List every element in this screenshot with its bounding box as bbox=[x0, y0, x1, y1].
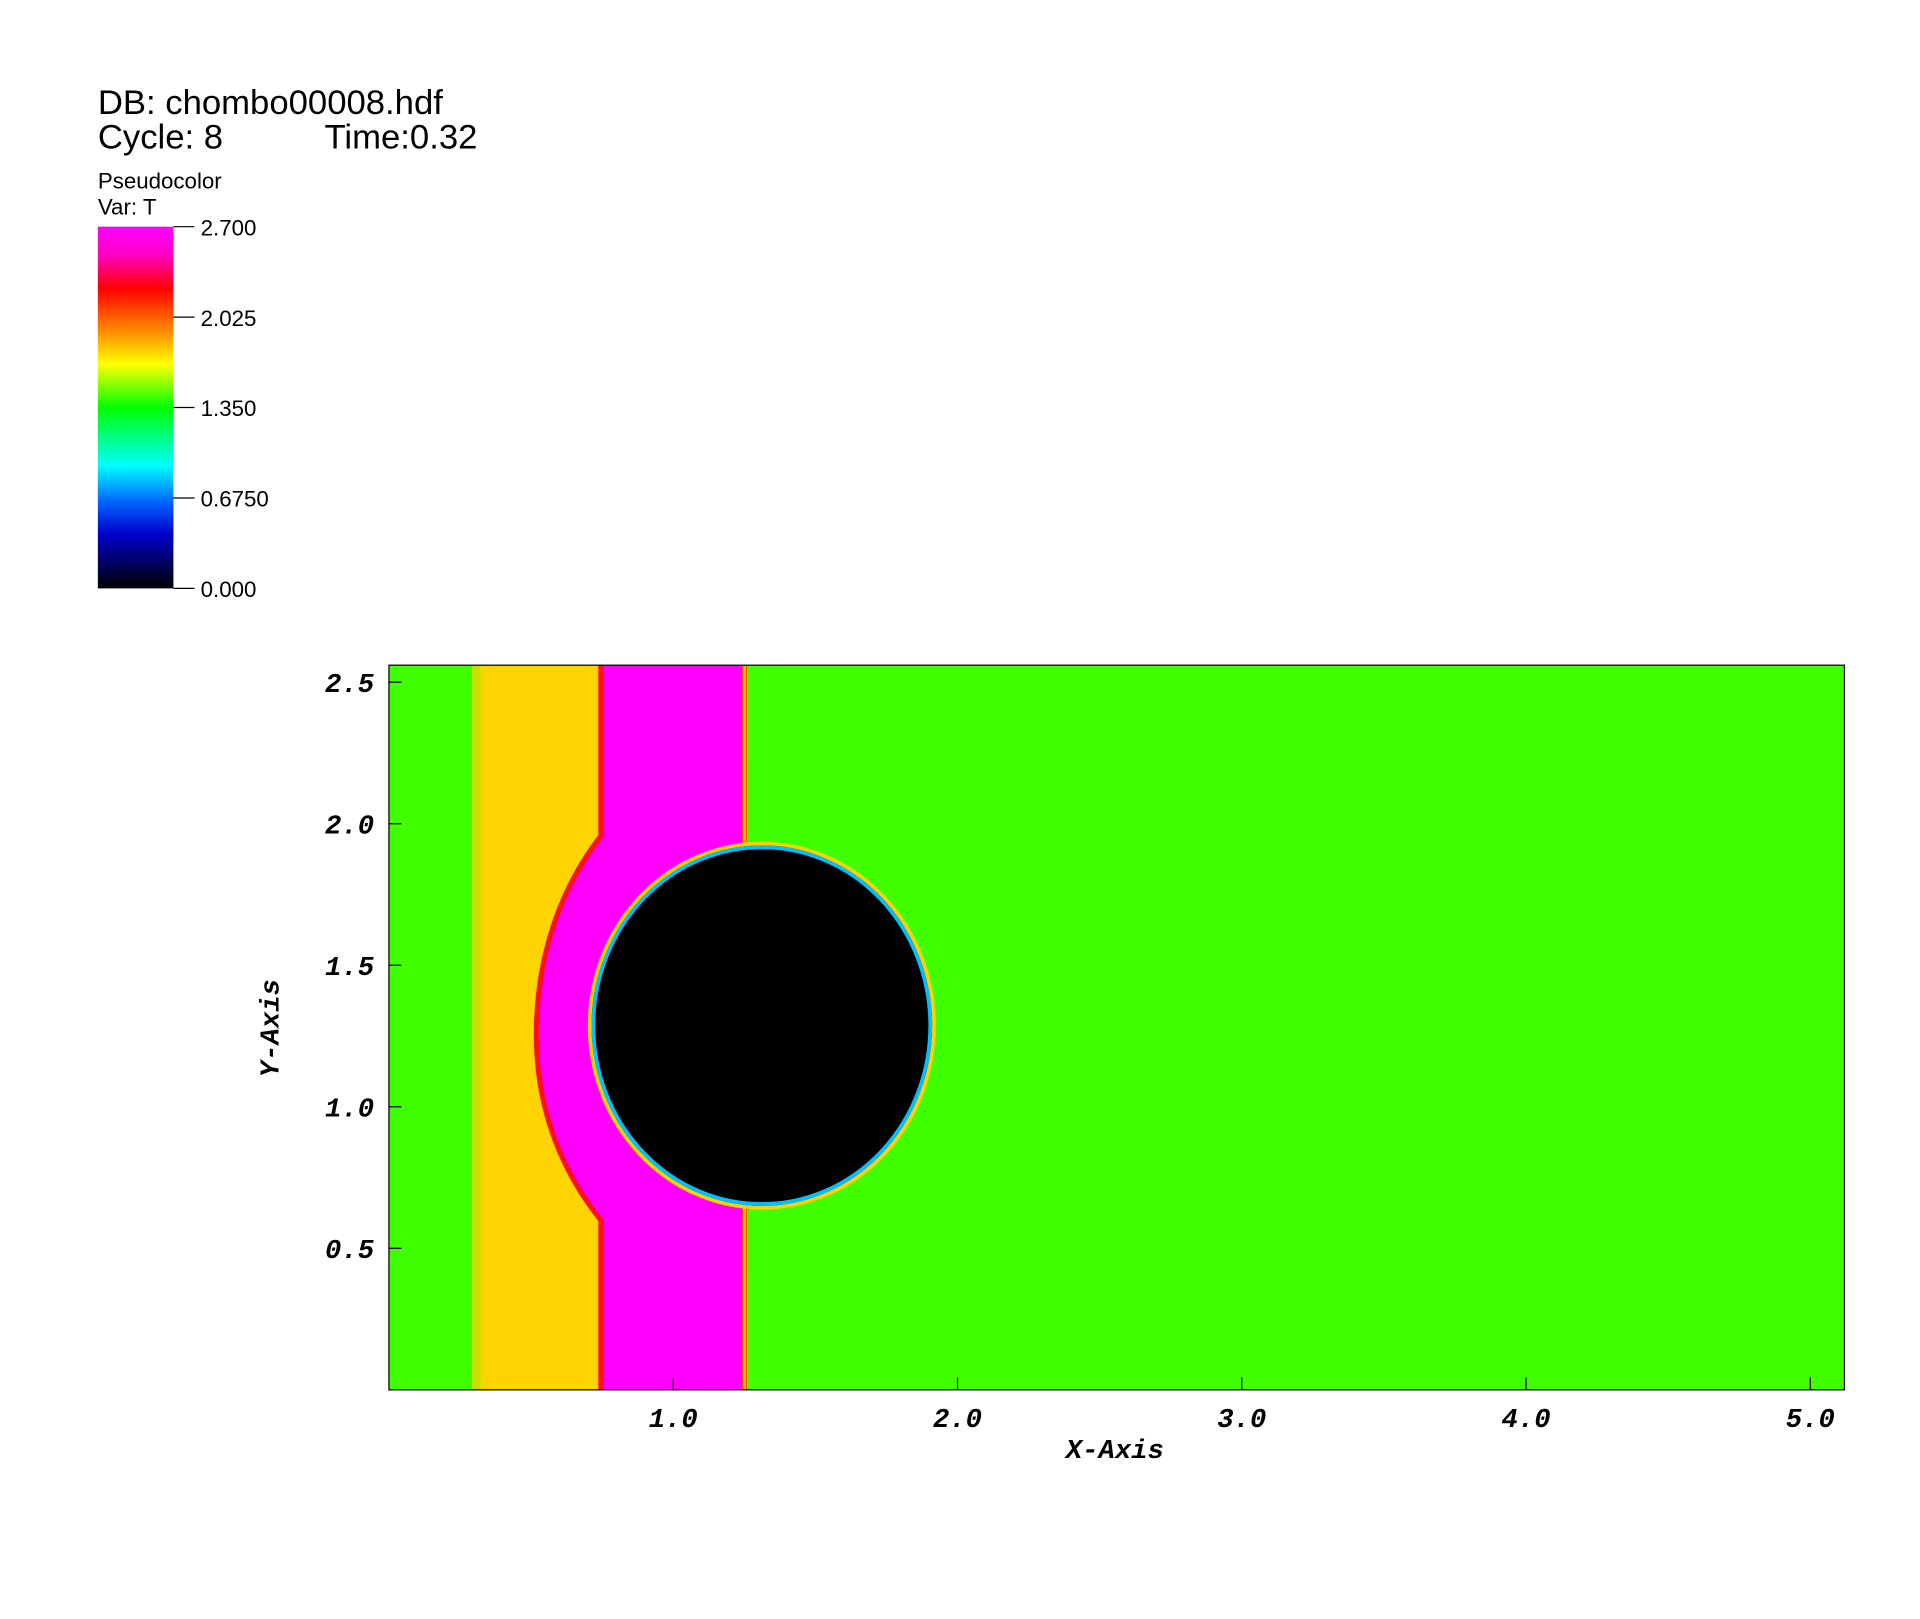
colorbar-tick-label: 2.700 bbox=[201, 215, 257, 240]
plot-frame bbox=[388, 664, 1846, 1391]
y-axis-label: Y-Axis bbox=[257, 979, 288, 1077]
x-axis-label: X-Axis bbox=[1064, 1436, 1164, 1467]
x-tick-label: 3.0 bbox=[1217, 1405, 1266, 1436]
legend-var: Var: T bbox=[98, 194, 157, 219]
x-tick-label: 5.0 bbox=[1786, 1405, 1835, 1436]
field-bubble bbox=[591, 845, 933, 1206]
y-tick-label: 2.0 bbox=[325, 812, 374, 843]
field-edge bbox=[471, 665, 482, 1390]
x-tick-label: 1.0 bbox=[649, 1405, 698, 1436]
y-tick-label: 0.5 bbox=[325, 1236, 374, 1267]
field bbox=[388, 665, 1845, 1390]
legend-title: Pseudocolor bbox=[98, 168, 222, 193]
time: Time:0.32 bbox=[325, 119, 478, 157]
y-tick-label: 1.0 bbox=[325, 1095, 374, 1126]
colorbar-tick-label: 1.350 bbox=[201, 396, 257, 421]
y-tick-label: 1.5 bbox=[325, 953, 374, 984]
colorbar bbox=[97, 226, 174, 589]
colorbar-tick-label: 0.000 bbox=[201, 577, 257, 602]
db-title: DB: chombo00008.hdf bbox=[98, 84, 443, 122]
colorbar-tick-label: 0.6750 bbox=[201, 487, 269, 512]
x-tick-label: 4.0 bbox=[1502, 1405, 1551, 1436]
y-tick-label: 2.5 bbox=[325, 670, 374, 701]
cycle: Cycle: 8 bbox=[98, 119, 223, 157]
colorbar-tick-label: 2.025 bbox=[201, 306, 257, 331]
x-tick-label: 2.0 bbox=[933, 1405, 982, 1436]
